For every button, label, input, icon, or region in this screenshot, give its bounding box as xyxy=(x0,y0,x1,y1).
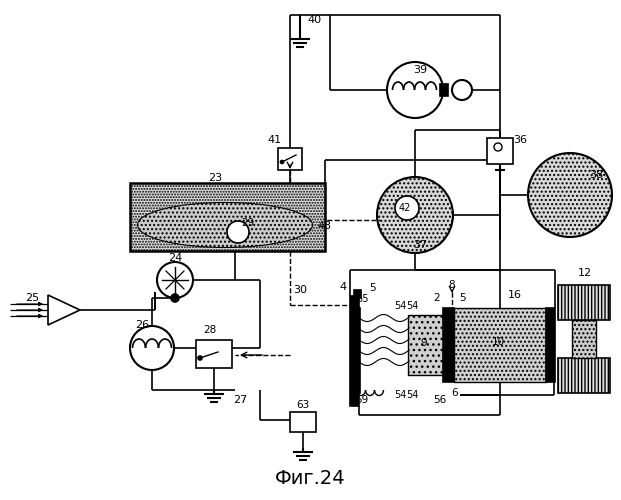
Circle shape xyxy=(494,143,502,151)
Bar xyxy=(440,84,448,96)
Bar xyxy=(558,358,610,393)
Bar xyxy=(443,308,454,382)
Circle shape xyxy=(395,196,419,220)
Circle shape xyxy=(157,262,193,298)
Text: 12: 12 xyxy=(578,268,592,278)
Circle shape xyxy=(387,62,443,118)
Bar xyxy=(355,308,360,393)
Bar xyxy=(558,285,610,320)
Text: 63: 63 xyxy=(296,400,310,410)
Text: 43: 43 xyxy=(318,221,332,231)
Text: 8: 8 xyxy=(449,280,455,290)
Text: 56: 56 xyxy=(433,395,446,405)
Bar xyxy=(354,290,361,298)
Text: Фиг.24: Фиг.24 xyxy=(274,468,345,487)
Text: 41: 41 xyxy=(268,135,282,145)
Text: 42: 42 xyxy=(399,203,411,213)
Circle shape xyxy=(377,177,453,253)
Text: 54: 54 xyxy=(406,390,418,400)
Text: 54: 54 xyxy=(394,301,406,311)
Circle shape xyxy=(198,356,202,360)
Text: 29: 29 xyxy=(242,218,255,228)
Bar xyxy=(196,340,232,368)
Text: 39: 39 xyxy=(413,65,427,75)
Text: 26: 26 xyxy=(135,320,149,330)
Circle shape xyxy=(452,80,472,100)
Circle shape xyxy=(171,294,179,302)
Text: 28: 28 xyxy=(203,325,217,335)
Text: 9: 9 xyxy=(420,338,427,348)
Text: 6: 6 xyxy=(451,388,458,398)
Text: 54: 54 xyxy=(406,301,418,311)
Bar xyxy=(572,320,596,358)
Bar xyxy=(130,183,325,251)
Bar xyxy=(487,138,513,164)
Text: 23: 23 xyxy=(208,173,222,183)
Circle shape xyxy=(528,153,612,237)
Text: 25: 25 xyxy=(25,293,39,303)
Text: 4: 4 xyxy=(340,282,347,292)
Text: 27: 27 xyxy=(233,395,247,405)
Text: 5: 5 xyxy=(369,283,376,293)
Bar xyxy=(546,308,555,382)
Text: 24: 24 xyxy=(168,253,182,263)
Circle shape xyxy=(227,221,249,243)
Bar xyxy=(290,412,316,432)
Text: 2: 2 xyxy=(433,293,440,303)
Text: 10: 10 xyxy=(491,337,504,347)
Text: 37: 37 xyxy=(413,240,427,250)
Text: 38: 38 xyxy=(589,170,603,180)
Bar xyxy=(454,308,546,382)
Text: 59: 59 xyxy=(355,395,369,405)
Ellipse shape xyxy=(137,202,312,248)
Bar xyxy=(408,315,445,375)
Text: 55: 55 xyxy=(356,294,368,304)
Text: 16: 16 xyxy=(508,290,522,300)
Circle shape xyxy=(281,160,284,164)
Text: 54: 54 xyxy=(394,390,406,400)
Text: 5: 5 xyxy=(459,293,465,303)
Bar xyxy=(350,296,359,406)
Text: 36: 36 xyxy=(513,135,527,145)
Bar xyxy=(278,148,302,170)
Circle shape xyxy=(130,326,174,370)
Text: 30: 30 xyxy=(293,285,307,295)
Text: 40: 40 xyxy=(308,15,322,25)
